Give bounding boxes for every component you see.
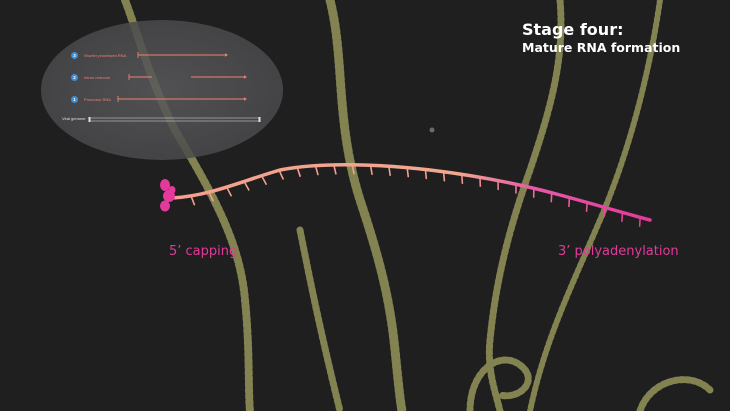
strand-center (325, 0, 407, 411)
inset-oval (41, 20, 283, 160)
five-prime-cap (160, 179, 176, 212)
rna-base-tick (261, 176, 267, 185)
rna-bases (190, 165, 641, 227)
step1-label: Precursor RNA (84, 96, 111, 102)
rna-backbone (170, 162, 652, 222)
stage-title: Stage four: (522, 20, 624, 39)
step2-head (244, 75, 247, 79)
five-prime-capping-label: 5’ capping (169, 244, 238, 259)
rna-base-tick (190, 196, 196, 206)
strand-far-right (527, 0, 663, 411)
rna-base-tick (297, 168, 301, 177)
rna-base-tick (226, 188, 232, 197)
step3-head (225, 53, 228, 57)
rna-base-tick (279, 171, 284, 180)
rna-base-tick (333, 166, 337, 175)
strand-right (485, 0, 565, 411)
rna-base-tick (424, 170, 428, 180)
process-inset (41, 20, 283, 160)
background-dot (429, 127, 435, 133)
three-prime-polyadenylation-label: 3’ polyadenylation (558, 244, 679, 259)
inset-arrows (117, 52, 247, 102)
rna-base-tick (244, 182, 250, 191)
rna-base-tick (351, 165, 355, 175)
stage-subtitle: Mature RNA formation (522, 40, 681, 55)
step1-badge: 1 (71, 95, 78, 103)
viral-genome-label: Viral genome (62, 116, 86, 121)
step2-label: Intron removal (84, 74, 110, 80)
rna-base-tick (406, 168, 410, 178)
mature-rna (160, 162, 652, 227)
strand-lower-left (296, 226, 344, 411)
step3-badge: 3 (71, 51, 78, 59)
rna-base-tick (388, 167, 391, 177)
step1-head (244, 97, 247, 101)
step2-badge: 2 (71, 73, 78, 81)
rna-base-tick (442, 172, 446, 182)
rna-base-tick (315, 166, 319, 176)
rna-base-tick (209, 193, 214, 202)
rna-base-tick (370, 166, 373, 176)
background-dna-strands (121, 0, 714, 411)
strand-loop (466, 356, 714, 411)
viral-genome-bar (88, 117, 261, 122)
step3-label: Shorter processed RNA (84, 52, 127, 58)
